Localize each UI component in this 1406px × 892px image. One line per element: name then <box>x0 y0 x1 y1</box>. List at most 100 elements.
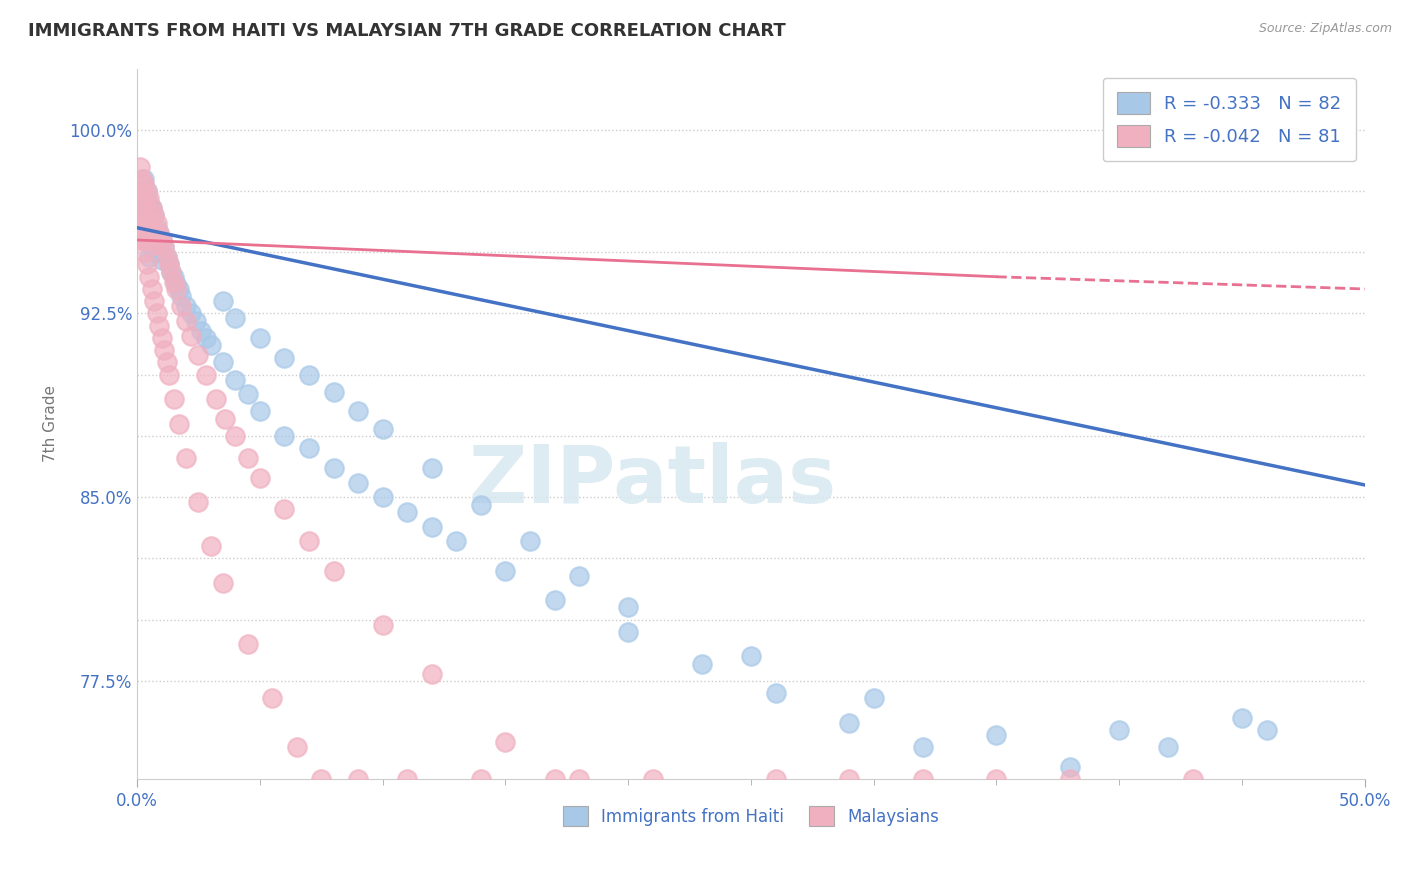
Point <box>157 368 180 382</box>
Point <box>262 691 284 706</box>
Point <box>135 184 157 198</box>
Point <box>145 220 167 235</box>
Point <box>347 404 370 418</box>
Point <box>131 191 153 205</box>
Point <box>174 450 197 465</box>
Point <box>138 196 160 211</box>
Point <box>298 534 321 549</box>
Point <box>224 373 246 387</box>
Point <box>911 772 934 786</box>
Point <box>135 226 157 240</box>
Point <box>420 666 443 681</box>
Point <box>148 245 170 260</box>
Point <box>298 368 321 382</box>
Point <box>134 233 156 247</box>
Point <box>138 269 160 284</box>
Point <box>150 233 173 247</box>
Point <box>249 331 271 345</box>
Point <box>145 306 167 320</box>
Point <box>174 299 197 313</box>
Point <box>1181 772 1204 786</box>
Point <box>145 238 167 252</box>
Point <box>160 265 183 279</box>
Point <box>641 772 664 786</box>
Point <box>134 245 156 260</box>
Point <box>148 226 170 240</box>
Point <box>298 441 321 455</box>
Point <box>170 299 193 313</box>
Point <box>138 233 160 247</box>
Point <box>128 220 150 235</box>
Point <box>138 250 160 264</box>
Point <box>322 564 344 578</box>
Point <box>371 422 394 436</box>
Point <box>214 412 236 426</box>
Point <box>143 294 166 309</box>
Point <box>131 209 153 223</box>
Point <box>135 220 157 235</box>
Point <box>273 502 295 516</box>
Point <box>543 772 565 786</box>
Point <box>131 211 153 225</box>
Point <box>131 226 153 240</box>
Point <box>141 240 163 254</box>
Point <box>157 258 180 272</box>
Point <box>134 226 156 240</box>
Point <box>155 250 177 264</box>
Point <box>446 534 468 549</box>
Point <box>180 328 202 343</box>
Point <box>187 348 209 362</box>
Point <box>1157 740 1180 755</box>
Point <box>148 318 170 333</box>
Point <box>249 404 271 418</box>
Point <box>141 282 163 296</box>
Point <box>494 735 516 749</box>
Point <box>135 184 157 198</box>
Point <box>1059 772 1081 786</box>
Point <box>135 203 157 218</box>
Point <box>180 306 202 320</box>
Point <box>862 691 884 706</box>
Point <box>911 740 934 755</box>
Point <box>150 252 173 267</box>
Point <box>174 314 197 328</box>
Point <box>194 331 217 345</box>
Point <box>141 201 163 215</box>
Point <box>568 568 591 582</box>
Point <box>141 220 163 235</box>
Point <box>134 216 156 230</box>
Point <box>224 311 246 326</box>
Point <box>134 177 156 191</box>
Point <box>145 238 167 252</box>
Point <box>165 277 187 291</box>
Point <box>150 233 173 247</box>
Point <box>153 240 176 254</box>
Text: ZIPatlas: ZIPatlas <box>468 442 837 519</box>
Point <box>143 228 166 243</box>
Point <box>194 368 217 382</box>
Point <box>347 772 370 786</box>
Point <box>765 772 787 786</box>
Point <box>128 220 150 235</box>
Point <box>838 772 860 786</box>
Point <box>138 213 160 227</box>
Point <box>309 772 332 786</box>
Point <box>153 343 176 358</box>
Point <box>138 216 160 230</box>
Point <box>153 240 176 254</box>
Point <box>420 460 443 475</box>
Point <box>155 250 177 264</box>
Point <box>568 772 591 786</box>
Point <box>135 201 157 215</box>
Text: Source: ZipAtlas.com: Source: ZipAtlas.com <box>1258 22 1392 36</box>
Point <box>148 226 170 240</box>
Point <box>163 275 186 289</box>
Point <box>1059 759 1081 773</box>
Point <box>143 245 166 260</box>
Point <box>420 519 443 533</box>
Point <box>190 324 212 338</box>
Point <box>1230 711 1253 725</box>
Point <box>285 740 308 755</box>
Point <box>165 282 187 296</box>
Point <box>138 191 160 205</box>
